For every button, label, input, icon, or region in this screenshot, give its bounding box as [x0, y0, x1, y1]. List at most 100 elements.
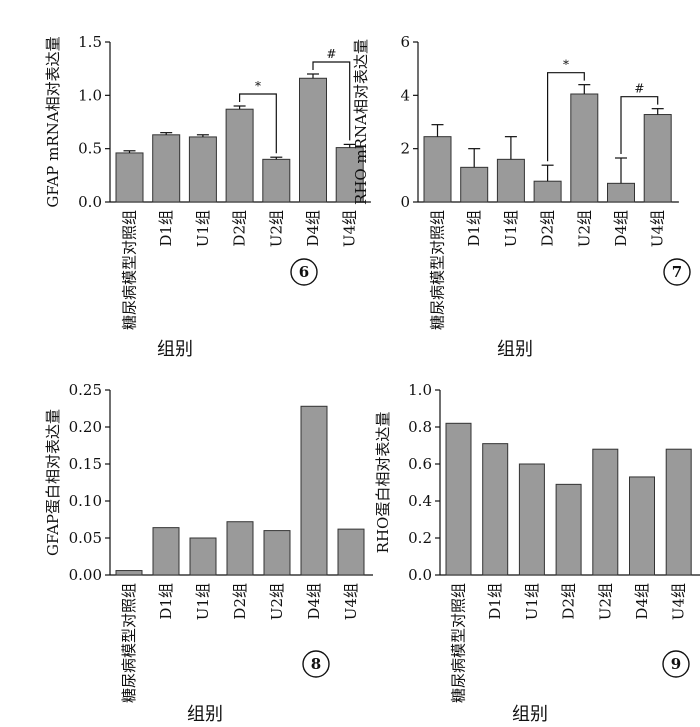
y-tick-label: 0.4 — [408, 492, 432, 510]
chart-panel-9: 0.0 0.2 0.4 0.6 0.8 1.0 糖尿病模型对照组 D1组 U1组 D2组 U2组 D4… — [374, 381, 700, 725]
bar — [445, 422, 472, 576]
bar — [188, 136, 217, 203]
significance-marker: # — [326, 47, 336, 61]
category-label: U1组 — [502, 210, 520, 247]
x-axis-label: 组别 — [157, 339, 193, 360]
y-tick-label: 0.6 — [408, 455, 432, 473]
bar — [337, 528, 365, 576]
y-axis-label: GFAP mRNA相对表达量 — [44, 36, 62, 207]
category-label: U2组 — [268, 583, 286, 620]
bar — [226, 521, 254, 576]
bar — [555, 483, 582, 576]
chart-panel-7: 0 2 4 6 糖尿病模型对照组 D1组 U1组 D2组 U2组 D4组 U4组 * # RHO mRNA… — [352, 33, 691, 360]
bar — [665, 448, 692, 576]
y-tick-label: 0.0 — [78, 193, 102, 211]
y-tick-label: 0.05 — [69, 529, 102, 547]
bar — [423, 136, 452, 203]
category-label: U1组 — [523, 583, 541, 620]
y-tick-label: 0.20 — [69, 418, 102, 436]
y-tick-label: 1.5 — [78, 33, 102, 51]
chart-panel-8: 0.00 0.05 0.10 0.15 0.20 0.25 糖尿病模型对照组 D1组 U1组 D2… — [44, 381, 373, 725]
y-tick-label: 0.8 — [408, 418, 432, 436]
category-label: 糖尿病模型对照组 — [450, 583, 468, 703]
bar — [570, 93, 599, 203]
significance-marker: * — [563, 58, 569, 72]
y-tick-label: 0.10 — [69, 492, 102, 510]
y-tick-label: 0.0 — [408, 566, 432, 584]
category-label: D2组 — [539, 210, 557, 247]
y-tick-label: 4 — [400, 86, 410, 104]
bar — [629, 476, 655, 576]
category-label: 糖尿病模型对照组 — [120, 583, 138, 703]
bar — [225, 108, 254, 203]
y-tick-label: 0.2 — [408, 529, 432, 547]
category-label: 糖尿病模型对照组 — [121, 210, 139, 330]
significance-marker: # — [634, 82, 644, 96]
category-label: U4组 — [649, 210, 667, 247]
x-axis-label: 组别 — [497, 339, 533, 360]
bar — [299, 77, 327, 203]
y-tick-label: 0.15 — [69, 455, 102, 473]
y-tick-label: 1.0 — [408, 381, 432, 399]
panel-number: 9 — [671, 655, 681, 673]
category-label: U2组 — [575, 210, 593, 247]
panels: 0.0 0.5 1.0 1.5 糖尿病模型对照组 D1组 U1组 D2组 U2组 D4组 U4组 * #… — [44, 33, 700, 725]
chart-panel-6: 0.0 0.5 1.0 1.5 糖尿病模型对照组 D1组 U1组 D2组 U2组 D4组 U4组 * #… — [44, 33, 371, 360]
panel-number: 7 — [672, 263, 682, 281]
y-tick-label: 1.0 — [78, 86, 102, 104]
bar — [482, 443, 509, 576]
category-label: D4组 — [612, 210, 630, 247]
category-label: U1组 — [194, 210, 212, 247]
panel-number: 8 — [311, 655, 321, 673]
category-label: D2组 — [231, 210, 249, 247]
bar — [115, 152, 144, 203]
y-tick-label: 0.5 — [78, 140, 102, 158]
category-label: D1组 — [486, 583, 504, 620]
bar — [533, 180, 562, 203]
y-axis-label: GFAP蛋白相对表达量 — [44, 409, 62, 556]
bar — [518, 463, 545, 576]
y-tick-label: 0 — [400, 193, 410, 211]
y-tick-label: 6 — [400, 33, 410, 51]
panel-number-circle — [663, 258, 691, 286]
category-label: U4组 — [670, 583, 688, 620]
y-axis-label: RHO蛋白相对表达量 — [374, 412, 392, 554]
panel-number: 6 — [299, 263, 309, 281]
x-axis-label: 组别 — [187, 704, 223, 725]
y-axis-label: RHO mRNA相对表达量 — [352, 39, 370, 205]
category-label: D2组 — [560, 583, 578, 620]
bar — [262, 158, 291, 203]
bar — [496, 158, 525, 203]
y-tick-label: 2 — [400, 140, 410, 158]
bar — [643, 114, 672, 203]
category-label: U1组 — [194, 583, 212, 620]
category-label: U2组 — [596, 583, 614, 620]
significance-bracket — [239, 93, 277, 154]
category-label: D1组 — [157, 583, 175, 620]
bar — [607, 182, 635, 203]
category-label: D1组 — [157, 210, 175, 247]
significance-marker: * — [255, 79, 261, 93]
panel-number-circle — [290, 258, 318, 286]
bar — [592, 448, 619, 576]
bar — [460, 166, 489, 203]
bar — [152, 527, 180, 576]
y-tick-label: 0.25 — [69, 381, 102, 399]
category-label: D1组 — [465, 210, 483, 247]
significance-bracket — [547, 72, 585, 162]
bar — [300, 405, 328, 576]
panel-number-circle — [662, 650, 690, 678]
category-label: 糖尿病模型对照组 — [429, 210, 447, 330]
bar — [115, 570, 143, 576]
y-tick-label: 0.00 — [69, 566, 102, 584]
significance-bracket — [620, 96, 659, 154]
category-label: U2组 — [267, 210, 285, 247]
panel-number-circle — [302, 650, 330, 678]
category-label: D2组 — [231, 583, 249, 620]
bar — [263, 530, 291, 576]
category-label: D4组 — [305, 583, 323, 620]
category-label: D4组 — [633, 583, 651, 620]
category-label: U4组 — [341, 210, 359, 247]
bar — [152, 134, 181, 203]
